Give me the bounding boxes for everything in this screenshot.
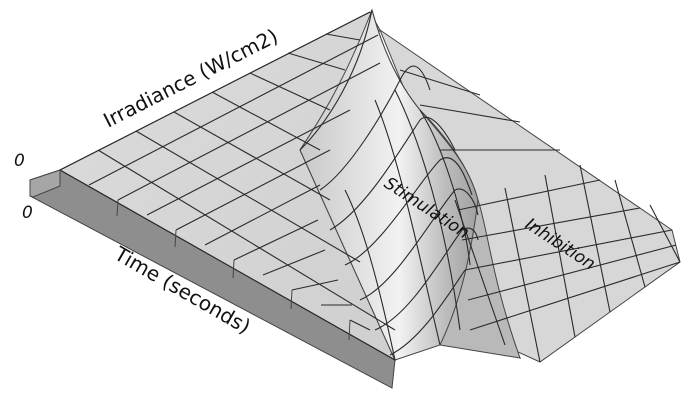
- grid-lines-right-plane: [399, 69, 681, 363]
- time-origin-label: 0: [22, 203, 33, 223]
- irradiance-origin-label: 0: [14, 151, 25, 171]
- base-side-ticks: [59, 170, 351, 341]
- grid-lines-irradiance: [59, 33, 396, 361]
- base-left-end: [29, 169, 61, 198]
- grid-lines-time: [59, 11, 381, 331]
- grid-curves-hill: [299, 9, 479, 361]
